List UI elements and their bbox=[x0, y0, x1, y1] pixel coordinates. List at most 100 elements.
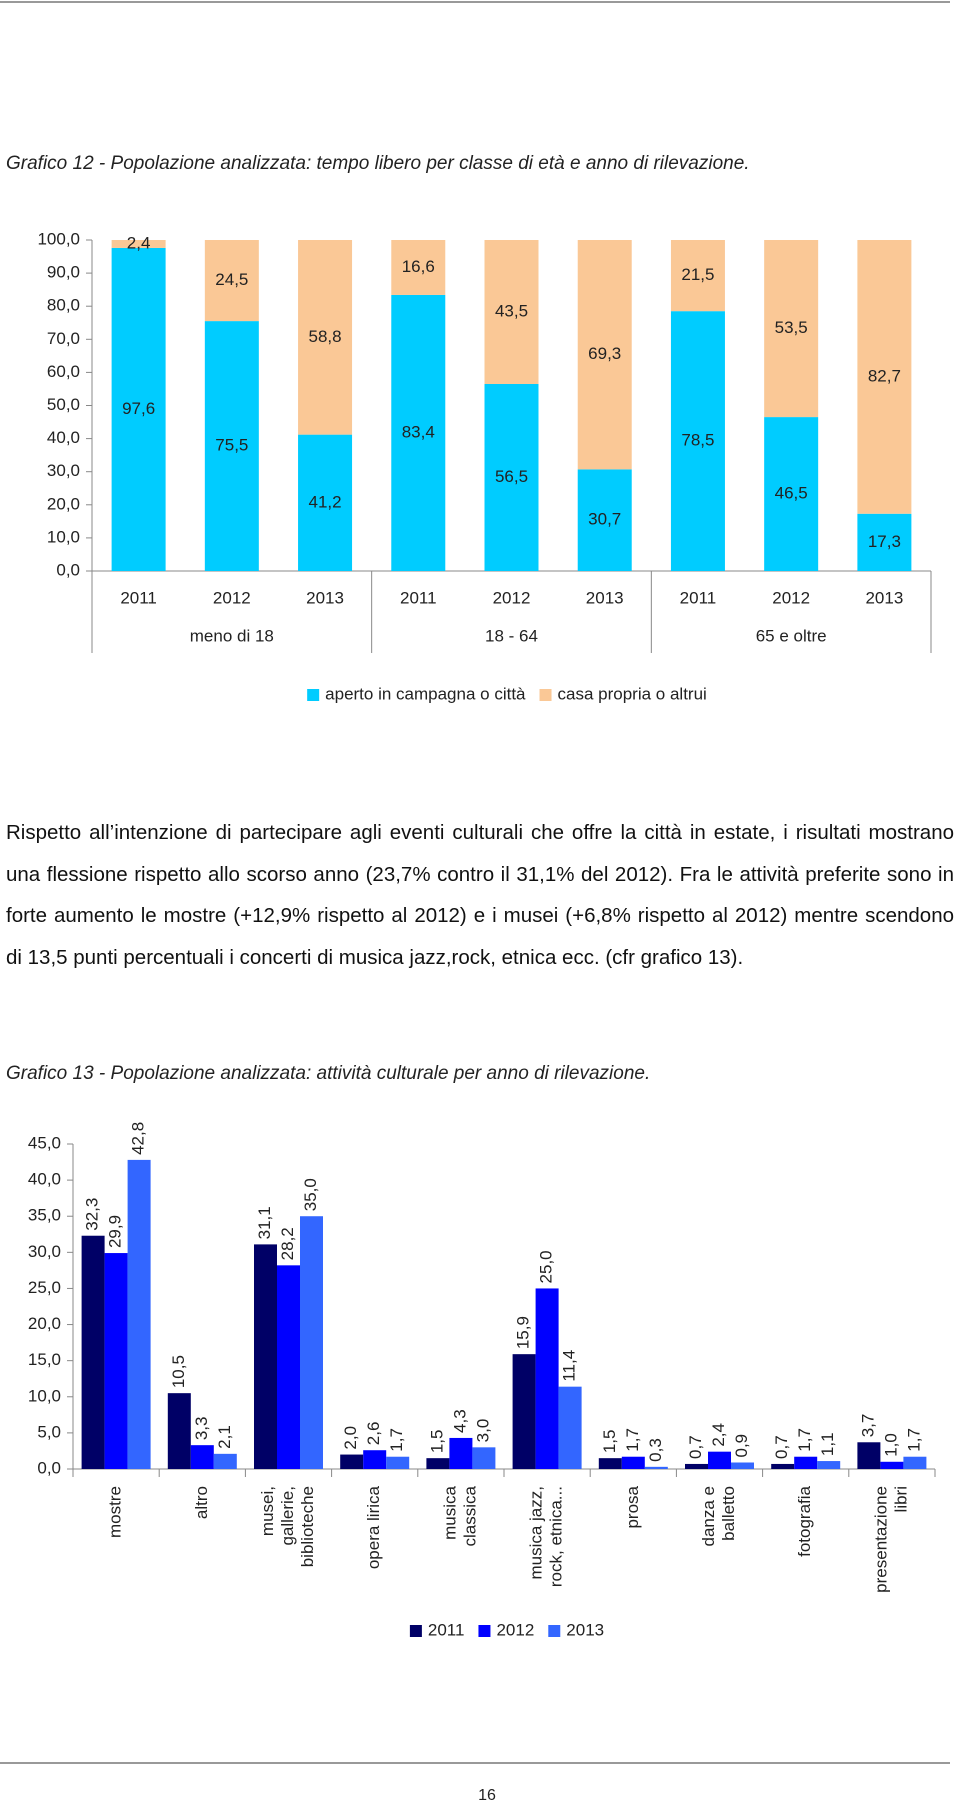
bar-segment bbox=[111, 240, 166, 248]
bar-segment bbox=[670, 240, 725, 312]
value-label: 1,7 bbox=[387, 1428, 406, 1452]
y-tick-label: 10,0 bbox=[28, 1386, 61, 1405]
value-label: 3,0 bbox=[473, 1419, 492, 1443]
bar bbox=[512, 1354, 536, 1469]
legend-label: 2011 bbox=[428, 1620, 465, 1639]
bar-segment bbox=[577, 240, 632, 470]
group-label: 18 - 64 bbox=[485, 626, 538, 645]
x-tick-label: mostre bbox=[106, 1486, 125, 1538]
bar-segment bbox=[484, 240, 539, 384]
bar bbox=[386, 1456, 410, 1469]
x-tick-label: 2013 bbox=[586, 588, 624, 607]
x-tick-label: fotografia bbox=[795, 1485, 814, 1556]
value-label: 1,7 bbox=[623, 1428, 642, 1452]
y-tick-label: 80,0 bbox=[47, 296, 80, 315]
value-label: 4,3 bbox=[450, 1409, 469, 1433]
bar bbox=[598, 1458, 622, 1469]
legend-swatch bbox=[478, 1625, 491, 1637]
y-tick-label: 35,0 bbox=[28, 1206, 61, 1225]
y-tick-label: 50,0 bbox=[47, 395, 80, 414]
bar bbox=[817, 1461, 841, 1469]
y-tick-label: 40,0 bbox=[47, 428, 80, 447]
bar bbox=[254, 1244, 277, 1469]
y-tick-label: 0,0 bbox=[37, 1458, 61, 1477]
y-tick-label: 10,0 bbox=[47, 527, 80, 546]
y-tick-label: 100,0 bbox=[37, 229, 80, 248]
bar-segment bbox=[577, 469, 632, 571]
bar bbox=[857, 1442, 881, 1469]
y-tick-label: 40,0 bbox=[28, 1170, 61, 1189]
x-tick-label: presentazione bbox=[871, 1486, 890, 1593]
x-tick-label: 2011 bbox=[400, 588, 437, 607]
bar-segment bbox=[391, 240, 446, 295]
value-label: 43,5 bbox=[495, 301, 528, 320]
x-tick-label: opera lirica bbox=[364, 1485, 383, 1569]
bar bbox=[190, 1445, 214, 1469]
x-tick-label: 2011 bbox=[120, 588, 157, 607]
value-label: 3,3 bbox=[192, 1417, 211, 1441]
y-tick-label: 25,0 bbox=[28, 1278, 61, 1297]
value-label: 28,2 bbox=[278, 1227, 297, 1260]
x-tick-label: altro bbox=[192, 1486, 211, 1519]
page-number: 16 bbox=[478, 1787, 496, 1804]
value-label: 30,7 bbox=[588, 510, 621, 529]
value-label: 11,4 bbox=[560, 1350, 579, 1382]
value-label: 16,6 bbox=[402, 257, 435, 276]
x-tick-label: 2013 bbox=[306, 588, 344, 607]
value-label: 0,7 bbox=[686, 1435, 705, 1459]
value-label: 78,5 bbox=[681, 431, 714, 450]
bar bbox=[731, 1462, 754, 1469]
value-label: 17,3 bbox=[868, 532, 901, 551]
bar bbox=[880, 1461, 904, 1469]
bar-segment bbox=[857, 513, 912, 571]
bar-segment bbox=[298, 240, 353, 435]
group-label: 65 e oltre bbox=[756, 626, 827, 645]
value-label: 1,5 bbox=[600, 1430, 619, 1454]
y-tick-label: 90,0 bbox=[47, 263, 80, 282]
value-label: 1,5 bbox=[427, 1430, 446, 1454]
bar bbox=[771, 1463, 795, 1469]
bar bbox=[644, 1466, 668, 1469]
legend-label: 2013 bbox=[566, 1620, 604, 1639]
value-label: 1,0 bbox=[881, 1433, 900, 1457]
bar-segment bbox=[298, 434, 353, 571]
y-tick-label: 5,0 bbox=[37, 1422, 61, 1441]
y-tick-label: 60,0 bbox=[47, 362, 80, 381]
value-label: 1,1 bbox=[818, 1432, 837, 1456]
x-tick-label: gallerie, bbox=[278, 1486, 297, 1546]
value-label: 2,4 bbox=[127, 233, 151, 252]
bar bbox=[472, 1447, 496, 1469]
value-label: 2,4 bbox=[709, 1423, 728, 1447]
bar bbox=[535, 1288, 559, 1469]
bar bbox=[903, 1456, 927, 1469]
value-label: 58,8 bbox=[309, 327, 342, 346]
x-tick-label: musica jazz, bbox=[527, 1486, 546, 1580]
value-label: 29,9 bbox=[106, 1215, 125, 1248]
x-tick-label: 2013 bbox=[865, 588, 903, 607]
bar-segment bbox=[391, 294, 446, 571]
bar bbox=[167, 1393, 191, 1469]
value-label: 21,5 bbox=[681, 265, 714, 284]
x-tick-label: libri bbox=[891, 1486, 910, 1512]
bar bbox=[558, 1386, 582, 1469]
value-label: 10,5 bbox=[169, 1355, 188, 1388]
bar bbox=[621, 1456, 645, 1469]
value-label: 32,3 bbox=[83, 1198, 102, 1231]
bar bbox=[340, 1454, 364, 1469]
x-tick-label: 2011 bbox=[680, 588, 717, 607]
legend-swatch bbox=[548, 1625, 561, 1637]
bar bbox=[300, 1216, 323, 1469]
legend-label: aperto in campagna o città bbox=[325, 684, 526, 703]
value-label: 56,5 bbox=[495, 467, 528, 486]
value-label: 42,8 bbox=[129, 1122, 148, 1155]
bar bbox=[426, 1458, 450, 1469]
y-tick-label: 70,0 bbox=[47, 329, 80, 348]
bar-segment bbox=[857, 240, 912, 514]
x-tick-label: biblioteche bbox=[298, 1486, 317, 1567]
bar-segment bbox=[764, 417, 819, 571]
legend-label: casa propria o altrui bbox=[558, 684, 707, 703]
x-tick-label: musica bbox=[440, 1485, 459, 1539]
y-tick-label: 0,0 bbox=[56, 560, 80, 579]
